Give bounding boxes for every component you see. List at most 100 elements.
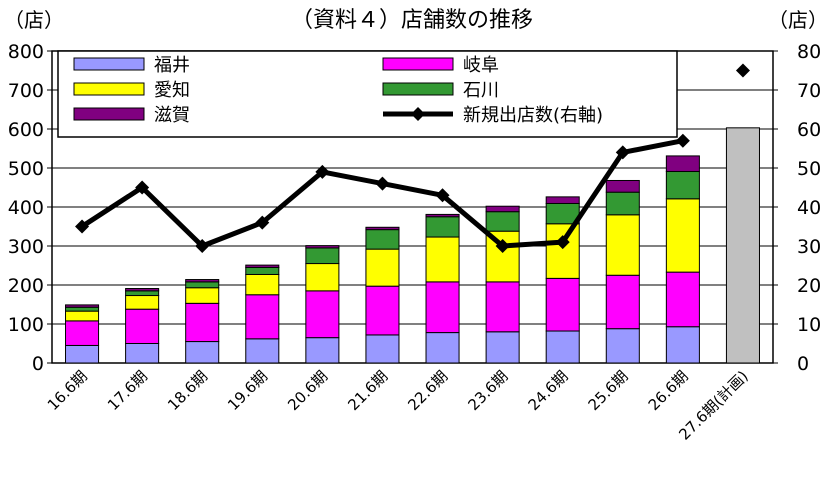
bar-segment-5 (425, 213, 460, 218)
bar-segment-4 (185, 281, 220, 289)
bar-segment-2 (425, 281, 460, 334)
bar-segment-3 (425, 236, 460, 283)
bar-segment-1 (605, 328, 640, 364)
bar-segment-5 (65, 304, 100, 308)
new-stores-point (255, 215, 270, 230)
x-tick-label: 24.6期 (525, 367, 572, 414)
new-stores-point (675, 133, 690, 148)
bar-segment-4 (365, 229, 400, 250)
bar-segment-5 (545, 196, 580, 204)
bar-segment-4 (125, 290, 160, 297)
legend-line-marker (411, 107, 425, 121)
bar-segment-4 (425, 216, 460, 238)
bar-segment-3 (245, 273, 280, 296)
right-tick-label: 40 (797, 197, 821, 219)
bar-segment-3 (605, 214, 640, 276)
bar-segment-5 (485, 205, 520, 213)
legend-box (57, 50, 678, 138)
bar-segment-2 (665, 271, 700, 328)
plan-bar (725, 127, 760, 364)
legend-label: 新規出店数(右軸) (463, 105, 603, 126)
bar-segment-2 (65, 320, 100, 346)
x-tick-label: 19.6期 (224, 367, 271, 414)
bar-segment-1 (65, 344, 100, 364)
right-tick-label: 70 (797, 80, 821, 102)
bar-segment-1 (485, 331, 520, 364)
bar-segment-5 (125, 288, 160, 292)
left-tick-label: 300 (8, 236, 44, 258)
right-axis-unit: （店） (768, 8, 824, 32)
new-stores-point (375, 176, 390, 191)
left-tick-label: 400 (8, 197, 44, 219)
legend-swatch (73, 57, 145, 71)
bar-segment-1 (665, 326, 700, 364)
new-stores-point (135, 180, 150, 195)
x-tick-label: 20.6期 (284, 367, 331, 414)
bar-segment-4 (665, 171, 700, 200)
bar-segment-1 (305, 337, 340, 364)
bar-segment-3 (305, 263, 340, 292)
bar-segment-1 (425, 332, 460, 364)
bar-segment-2 (545, 277, 580, 332)
new-stores-plan-point (735, 63, 750, 78)
left-tick-label: 0 (32, 353, 44, 375)
x-tick-label: 16.6期 (44, 367, 91, 414)
x-tick-label: 21.6期 (344, 367, 391, 414)
x-tick-label: 23.6期 (464, 367, 511, 414)
bar-segment-3 (665, 198, 700, 273)
bar-segment-2 (305, 290, 340, 339)
legend-swatch (73, 82, 145, 96)
left-tick-label: 100 (8, 314, 44, 336)
bar-segment-3 (65, 310, 100, 322)
legend-swatch (73, 107, 145, 121)
right-tick-label: 80 (797, 41, 821, 63)
bar-segment-4 (605, 191, 640, 216)
x-tick-label: 17.6期 (104, 367, 151, 414)
right-tick-label: 30 (797, 236, 821, 258)
bar-segment-5 (365, 226, 400, 231)
x-tick-label: 18.6期 (164, 367, 211, 414)
x-tick-label: 26.6期 (645, 367, 692, 414)
bar-segment-5 (245, 264, 280, 268)
bar-segment-2 (365, 285, 400, 336)
new-stores-point (435, 188, 450, 203)
new-stores-point (555, 235, 570, 250)
bar-segment-2 (245, 294, 280, 340)
bar-segment-5 (665, 155, 700, 173)
bar-segment-1 (365, 334, 400, 364)
new-stores-point (75, 219, 90, 234)
bar-segment-1 (185, 341, 220, 364)
bar-segment-5 (305, 245, 340, 249)
right-tick-label: 0 (797, 353, 809, 375)
left-tick-label: 700 (8, 80, 44, 102)
x-tick-label: 22.6期 (404, 367, 451, 414)
bar-segment-3 (545, 223, 580, 279)
chart-title: （資料４）店舗数の推移 (290, 8, 533, 33)
bar-segment-4 (65, 306, 100, 312)
bar-segment-5 (185, 279, 220, 283)
bar-segment-4 (305, 247, 340, 265)
legend-label: 愛知 (154, 80, 190, 101)
legend-label: 滋賀 (154, 105, 190, 126)
left-axis-unit: （店） (4, 8, 64, 32)
bar-segment-1 (245, 338, 280, 364)
bar-segment-2 (605, 274, 640, 330)
right-tick-label: 20 (797, 275, 821, 297)
new-stores-point (315, 164, 330, 179)
bar-segment-3 (365, 248, 400, 287)
right-tick-label: 60 (797, 119, 821, 141)
left-tick-label: 200 (8, 275, 44, 297)
legend-label: 福井 (154, 55, 190, 76)
bar-segment-4 (485, 211, 520, 232)
x-tick-label: 25.6期 (585, 367, 632, 414)
bar-segment-3 (185, 287, 220, 304)
bar-segment-3 (125, 295, 160, 310)
bar-segment-1 (545, 330, 580, 364)
bar-segment-2 (185, 302, 220, 343)
bar-segment-4 (245, 266, 280, 275)
legend-label: 岐阜 (463, 55, 499, 76)
bar-segment-5 (605, 179, 640, 193)
new-stores-point (615, 145, 630, 160)
legend-label: 石川 (463, 80, 499, 101)
